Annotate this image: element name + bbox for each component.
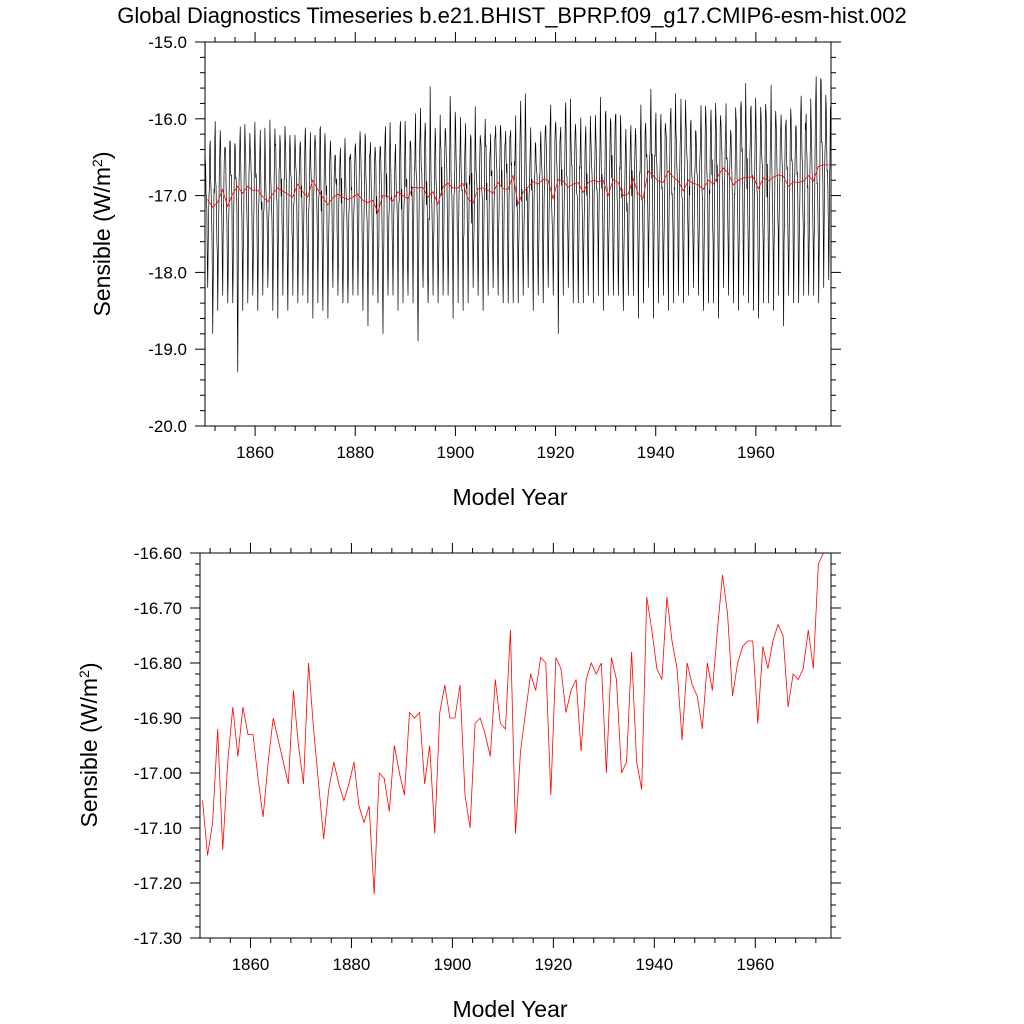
top-y-tick-label: -20.0	[148, 417, 187, 436]
bottom-x-tick-label: 1940	[635, 955, 673, 974]
top-x-tick-label: 1960	[737, 443, 775, 462]
top-y-tick-label: -15.0	[148, 33, 187, 52]
bottom-series-line-line	[202, 552, 829, 895]
top-plot-area	[204, 76, 832, 373]
top-axis-ticks	[195, 32, 841, 436]
bottom-y-tick-label: -16.60	[134, 544, 182, 563]
top-x-tick-label: 1900	[436, 443, 474, 462]
top-series-annual-line	[207, 164, 829, 214]
top-x-tick-label: 1920	[537, 443, 575, 462]
top-x-tick-label: 1860	[236, 443, 274, 462]
bottom-y-axis-title-close: )	[76, 662, 102, 670]
bottom-x-tick-label: 1900	[433, 955, 471, 974]
bottom-y-tick-label: -17.00	[134, 764, 182, 783]
top-y-axis-title-superscript: 2	[89, 159, 105, 167]
bottom-y-tick-label: -17.10	[134, 819, 182, 838]
bottom-x-tick-label: 1960	[736, 955, 774, 974]
bottom-y-axis-title: Sensible (W/m2)	[76, 662, 102, 827]
top-y-axis-title: Sensible (W/m2)	[89, 151, 115, 316]
top-y-tick-label: -16.0	[148, 110, 187, 129]
chart-title: Global Diagnostics Timeseries b.e21.BHIS…	[117, 3, 907, 28]
bottom-x-tick-label: 1860	[232, 955, 270, 974]
bottom-tick-labels: 1860 1880 1900 1920 1940 1960 -17.30 -17.20 -17.…	[134, 544, 774, 974]
top-y-tick-label: -19.0	[148, 340, 187, 359]
bottom-axis-ticks	[190, 543, 841, 948]
bottom-panel-annual-sensible-heat: 1860 1880 1900 1920 1940 1960 -17.30 -17.20 -17.…	[76, 543, 841, 1022]
bottom-x-axis-title: Model Year	[452, 996, 567, 1022]
bottom-plot-frame	[199, 552, 832, 939]
bottom-plot-area	[202, 552, 829, 895]
bottom-x-tick-label: 1920	[534, 955, 572, 974]
bottom-y-tick-label: -17.30	[134, 929, 182, 948]
top-y-tick-label: -17.0	[148, 187, 187, 206]
top-x-tick-label: 1880	[336, 443, 374, 462]
bottom-y-axis-title-main: Sensible (W/m	[76, 678, 102, 828]
bottom-x-tick-label: 1880	[333, 955, 371, 974]
top-x-axis-title: Model Year	[452, 484, 567, 510]
top-y-tick-label: -18.0	[148, 263, 187, 282]
bottom-y-tick-label: -16.80	[134, 654, 182, 673]
top-plot-frame	[204, 41, 832, 427]
top-series-monthly-line	[204, 76, 832, 373]
bottom-y-axis-title-superscript: 2	[76, 670, 92, 678]
top-y-axis-title-main: Sensible (W/m	[89, 167, 115, 317]
top-x-tick-label: 1940	[637, 443, 675, 462]
bottom-y-tick-label: -16.70	[134, 599, 182, 618]
top-y-axis-title-close: )	[89, 151, 115, 159]
top-panel-monthly-and-annual-sensible-heat: 1860 1880 1900 1920 1940 1960 -20.0 -19.0 -18.0 -…	[89, 32, 841, 510]
bottom-y-tick-label: -17.20	[134, 874, 182, 893]
top-tick-labels: 1860 1880 1900 1920 1940 1960 -20.0 -19.0 -18.0 -…	[148, 33, 775, 462]
bottom-y-tick-label: -16.90	[134, 709, 182, 728]
